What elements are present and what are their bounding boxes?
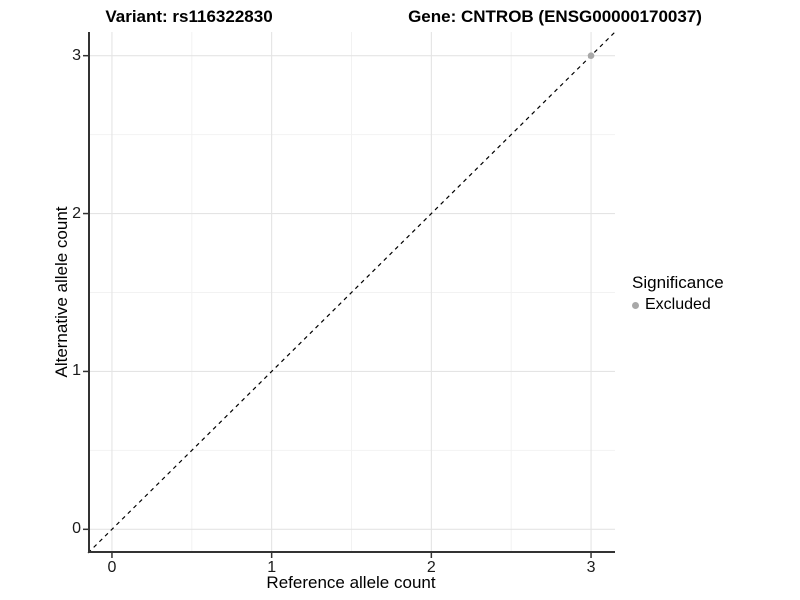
y-tick-label: 0 <box>72 520 81 538</box>
legend: Significance Excluded <box>632 273 724 314</box>
legend-item: Excluded <box>632 296 724 314</box>
x-tick-label: 3 <box>586 559 596 576</box>
legend-title: Significance <box>632 273 724 292</box>
legend-key-dot-icon <box>632 301 639 309</box>
x-tick-label: 2 <box>426 559 436 576</box>
y-tick-label: 3 <box>72 46 81 64</box>
legend-items: Excluded <box>632 296 724 314</box>
x-tick-label: 0 <box>107 559 117 576</box>
data-point <box>587 52 595 59</box>
y-tick-label: 2 <box>72 204 81 222</box>
plot-canvas <box>83 31 616 558</box>
plot-panel <box>83 31 616 558</box>
x-tick-label: 1 <box>267 559 277 576</box>
y-axis-title: Alternative allele count <box>52 206 71 378</box>
legend-item-label: Excluded <box>645 296 711 313</box>
identity-line <box>87 31 616 554</box>
variant-title: Variant: rs116322830 <box>105 7 273 26</box>
x-axis-title: Reference allele count <box>266 573 436 592</box>
gene-title: Gene: CNTROB (ENSG00000170037) <box>408 7 702 26</box>
y-tick-label: 1 <box>72 362 81 380</box>
